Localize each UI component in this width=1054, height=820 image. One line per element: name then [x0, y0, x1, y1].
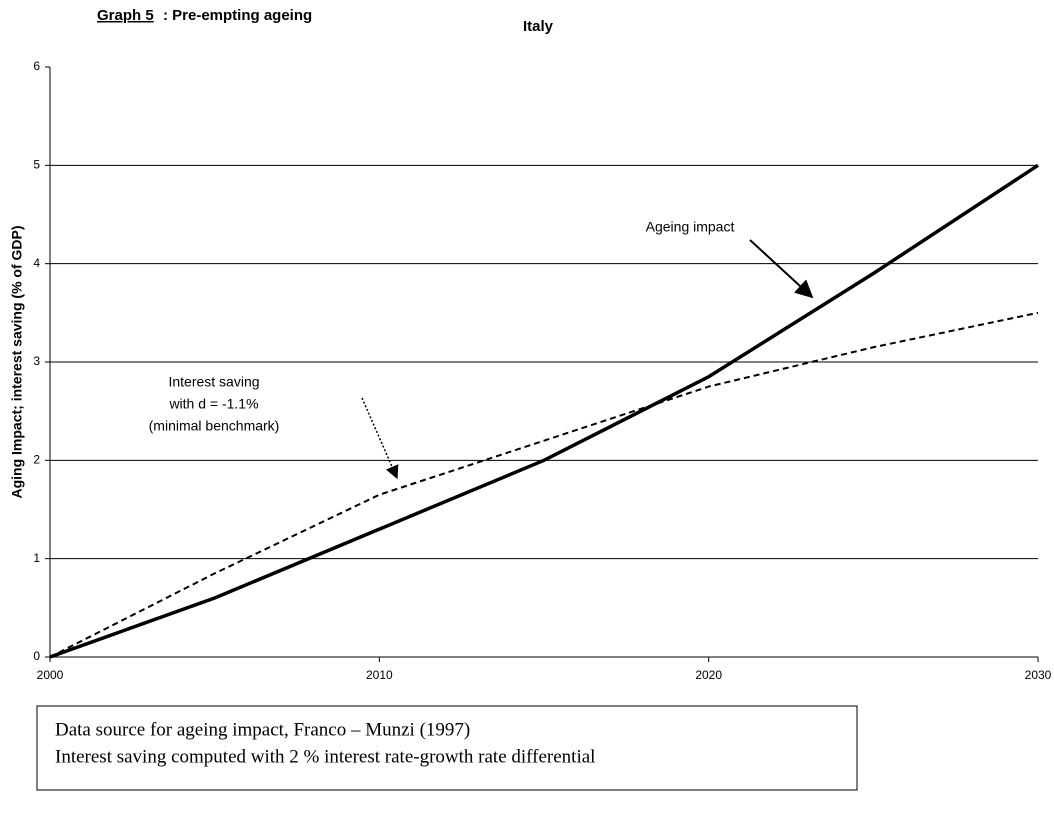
y-axis-label: Aging Impact; interest saving (% of GDP) [9, 225, 25, 498]
chart-subtitle: Italy [523, 18, 554, 35]
x-tick-label: 2030 [1025, 668, 1052, 682]
x-tick-label: 2020 [695, 668, 722, 682]
y-tick-label: 6 [33, 59, 40, 73]
series-line [49, 163, 1039, 659]
annotation-text: Ageing impact [646, 219, 735, 235]
series-line [49, 311, 1039, 658]
title-label: Graph 5 [97, 7, 154, 24]
note-text: Interest saving computed with 2 % intere… [55, 746, 595, 767]
annotation-arrow [361, 397, 399, 480]
annotation-text: with d = -1.1% [168, 396, 258, 412]
y-tick-label: 0 [33, 649, 40, 663]
chart-title: : Pre-empting ageing [163, 7, 312, 24]
y-tick-label: 4 [33, 256, 40, 270]
annotation-text: Interest saving [168, 374, 259, 390]
y-tick-label: 5 [33, 158, 40, 172]
annotation-text: (minimal benchmark) [149, 418, 280, 434]
y-tick-label: 3 [33, 354, 40, 368]
x-tick-label: 2010 [366, 668, 393, 682]
annotation-arrow [749, 239, 814, 299]
y-tick-label: 2 [33, 453, 40, 467]
x-tick-label: 2000 [37, 668, 64, 682]
note-text: Data source for ageing impact, Franco – … [55, 719, 470, 740]
y-tick-label: 1 [33, 551, 40, 565]
note-box [36, 705, 858, 791]
